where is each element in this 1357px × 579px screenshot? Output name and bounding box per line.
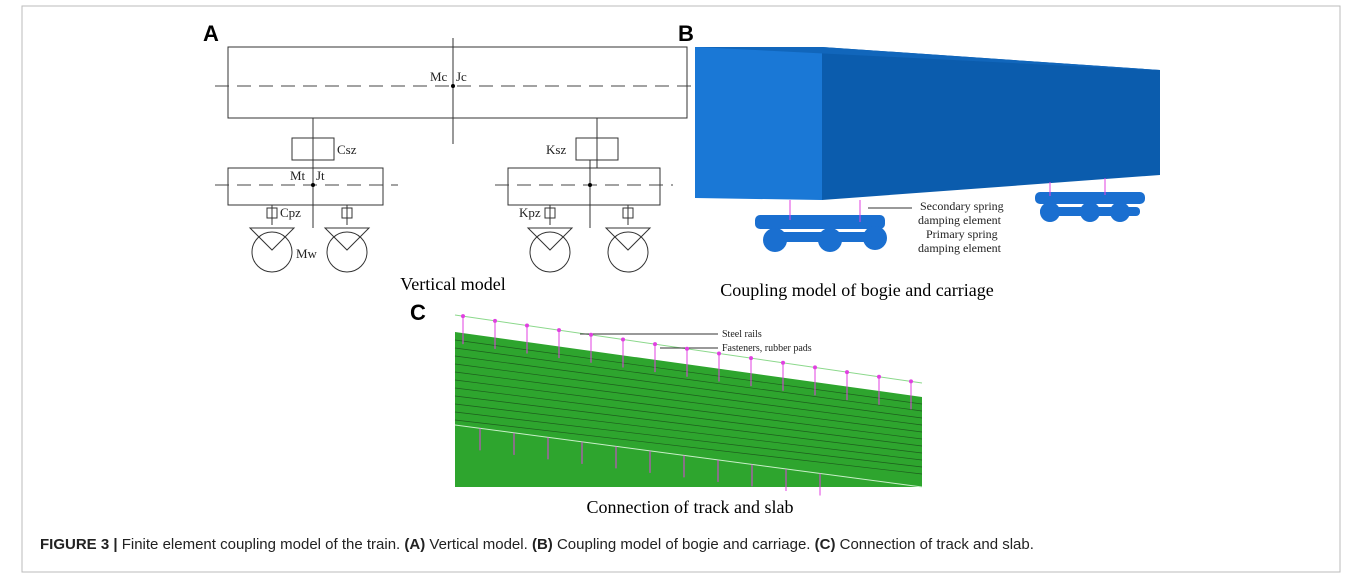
page: {"figure": { "panels": [ {"label": "A", … [0, 0, 1357, 579]
fastener-node [813, 365, 817, 369]
panel-label: C [410, 300, 426, 325]
panel-title: Connection of track and slab [587, 497, 794, 517]
caption-part-label: (B) [532, 536, 553, 553]
annotation: damping element [918, 241, 1002, 255]
caption-part-text: Coupling model of bogie and carriage. [557, 536, 811, 553]
figure-art: A Mc Jc Csz Ksz Mt Jt Cpz Kpz Mw Vertica… [0, 0, 1357, 579]
annotation: damping element [918, 213, 1002, 227]
fastener-node [621, 337, 625, 341]
fastener-node [845, 370, 849, 374]
fastener-node [717, 351, 721, 355]
fastener-node [749, 356, 753, 360]
annotation: Mt [290, 168, 306, 183]
annotation: Mw [296, 246, 318, 261]
fastener-node [557, 328, 561, 332]
caption: FIGURE 3 | Finite element coupling model… [40, 536, 1034, 553]
fastener-node [493, 319, 497, 323]
fastener-node [653, 342, 657, 346]
fastener-node [461, 314, 465, 318]
annotation: Jt [316, 168, 325, 183]
annotation: Kpz [519, 205, 541, 220]
panel-title: Vertical model [400, 274, 505, 294]
annotation: Csz [337, 142, 357, 157]
figure: A Mc Jc Csz Ksz Mt Jt Cpz Kpz Mw Vertica… [0, 0, 1357, 579]
caption-part-label: (C) [815, 536, 836, 553]
fastener-node [781, 361, 785, 365]
fastener-node [589, 333, 593, 337]
caption-text: Finite element coupling model of the tra… [122, 536, 401, 553]
caption-label: FIGURE 3 | [40, 536, 118, 553]
fastener-node [525, 323, 529, 327]
annotation: Secondary spring [920, 199, 1004, 213]
caption-part-text: Vertical model. [429, 536, 527, 553]
panel-label: A [203, 21, 219, 46]
fastener-node [877, 375, 881, 379]
caption-part-text: Connection of track and slab. [840, 536, 1034, 553]
fastener-node [685, 347, 689, 351]
track-slab-model [455, 314, 922, 495]
annotation: Mc [430, 69, 448, 84]
panel-title: Coupling model of bogie and carriage [720, 280, 993, 300]
caption-part-label: (A) [404, 536, 425, 553]
annotation: Ksz [546, 142, 566, 157]
panel-label: B [678, 21, 694, 46]
annotation: Jc [456, 69, 467, 84]
annotation: Fasteners, rubber pads [722, 343, 812, 354]
annotation: Steel rails [722, 329, 762, 340]
annotation: Cpz [280, 205, 301, 220]
vertical-model [215, 38, 692, 272]
fastener-node [909, 379, 913, 383]
annotation: Primary spring [926, 227, 998, 241]
